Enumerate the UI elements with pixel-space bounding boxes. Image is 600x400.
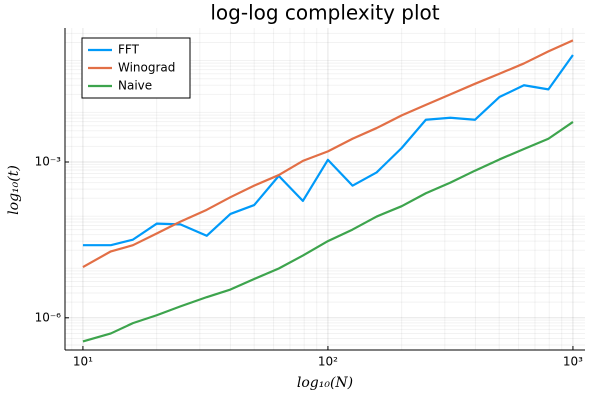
series-line bbox=[82, 54, 574, 247]
series-line bbox=[82, 121, 574, 343]
legend-label: FFT bbox=[118, 43, 140, 57]
series-line bbox=[82, 39, 574, 268]
y-tick-label: 10⁻⁶ bbox=[35, 310, 62, 324]
x-tick-label: 10³ bbox=[563, 355, 583, 369]
legend-box bbox=[81, 37, 191, 99]
x-tick-label: 10¹ bbox=[73, 355, 93, 369]
x-tick-label: 10² bbox=[318, 355, 338, 369]
x-axis-label: log₁₀(N) bbox=[297, 375, 353, 391]
legend-label: Winograd bbox=[118, 61, 175, 75]
legend-label: Naive bbox=[118, 79, 152, 93]
chart-title: log-log complexity plot bbox=[210, 1, 439, 25]
y-axis-label: log₁₀(t) bbox=[6, 165, 22, 215]
y-tick-label: 10⁻³ bbox=[35, 154, 62, 168]
